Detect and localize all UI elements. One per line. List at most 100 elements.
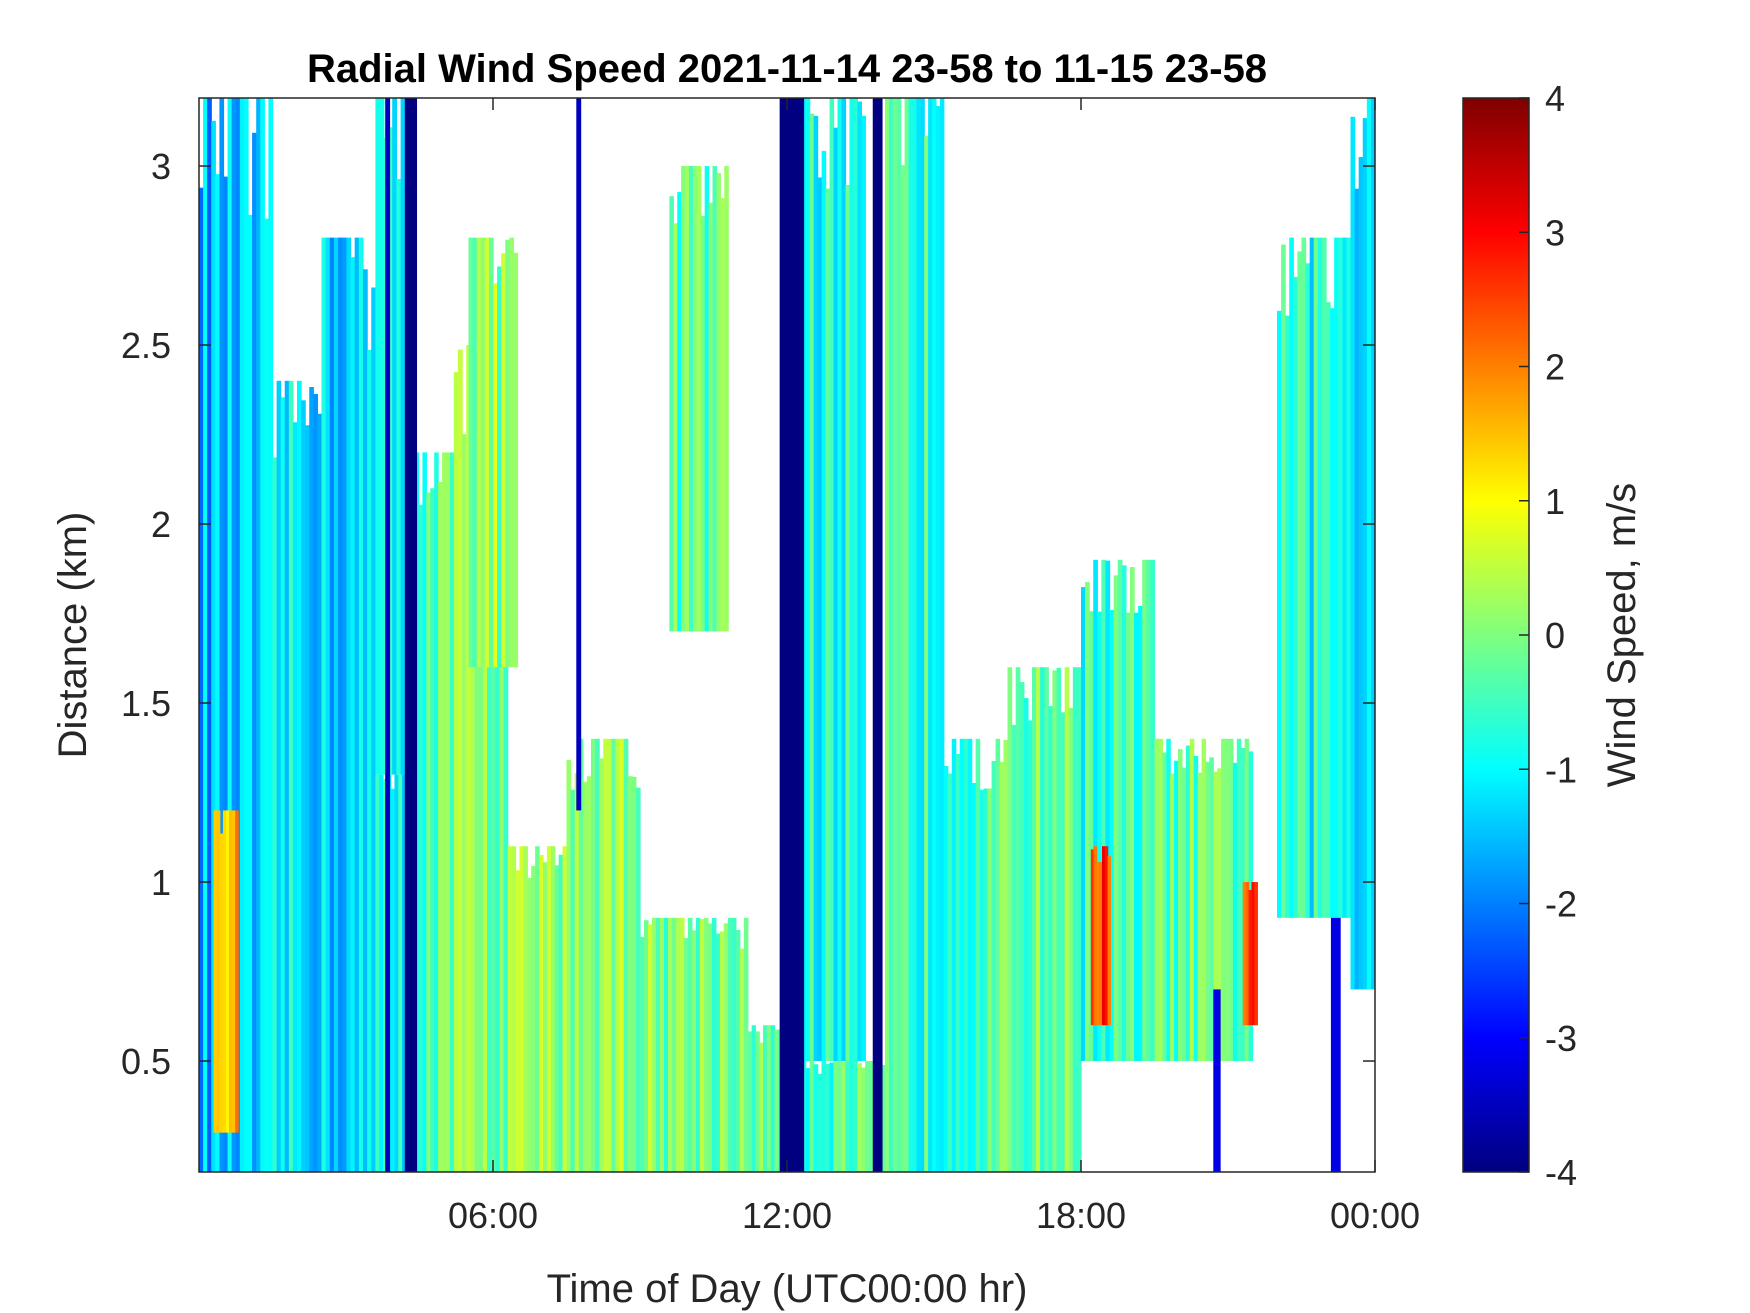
heatmap-cell xyxy=(696,166,702,632)
heatmap-cell xyxy=(297,380,302,1172)
heatmap-cell xyxy=(845,184,851,1062)
heatmap-cell xyxy=(445,452,451,1172)
heatmap-cell xyxy=(284,380,290,1172)
heatmap-cell xyxy=(727,917,733,1172)
heatmap-cell xyxy=(1193,755,1199,1062)
heatmap-cell xyxy=(495,435,501,1172)
heatmap-cell xyxy=(699,919,705,1172)
heatmap-cell xyxy=(321,237,327,1172)
heatmap-cell xyxy=(1205,761,1210,1062)
heatmap-cell xyxy=(550,846,556,1172)
heatmap-cell xyxy=(482,345,488,1172)
heatmap-cell xyxy=(493,283,498,668)
heatmap-cell xyxy=(239,98,245,1172)
heatmap-cell xyxy=(484,237,490,668)
heatmap-cell xyxy=(542,862,548,1172)
heatmap-cell xyxy=(1289,237,1294,918)
heatmap-cell xyxy=(317,413,323,1172)
heatmap-cell xyxy=(232,810,236,1133)
heatmap-cell xyxy=(333,237,339,1172)
colorbar-tick-label: 1 xyxy=(1545,481,1565,522)
heatmap-cell xyxy=(442,452,447,1172)
heatmap-cell xyxy=(1248,890,1253,1026)
heatmap-cell xyxy=(582,781,588,1172)
heatmap-cell xyxy=(1362,118,1368,990)
heatmap-cell xyxy=(1297,251,1303,918)
heatmap-cell xyxy=(896,98,902,1172)
heatmap-cell xyxy=(523,846,528,1172)
heatmap-cell xyxy=(751,1025,757,1172)
heatmap-cell xyxy=(1317,237,1323,918)
heatmap-cell xyxy=(655,917,661,1172)
heatmap-cell xyxy=(817,177,823,1062)
heatmap-cell xyxy=(264,218,270,1172)
heatmap-cell xyxy=(272,457,278,1172)
heatmap-cell xyxy=(229,810,233,1133)
heatmap-cell xyxy=(743,917,749,1172)
heatmap-cell xyxy=(260,98,265,1172)
heatmap-cell xyxy=(276,380,282,1172)
heatmap-cell xyxy=(1089,611,1094,1062)
heatmap-cell xyxy=(1104,846,1109,1026)
heatmap-cell xyxy=(1023,698,1029,1172)
heatmap-cell xyxy=(362,269,368,1172)
heatmap-cell xyxy=(841,1061,846,1172)
heatmap-cell xyxy=(704,166,710,632)
heatmap-cell xyxy=(1178,749,1183,1062)
heatmap-cell xyxy=(881,1065,886,1172)
heatmap-cell xyxy=(951,738,957,1172)
heatmap-cell xyxy=(640,936,645,1172)
heatmap-cell xyxy=(235,98,241,1172)
heatmap-cell xyxy=(928,98,933,1172)
heatmap-cell xyxy=(963,738,969,1172)
heatmap-cell xyxy=(388,127,393,775)
heatmap-cell xyxy=(763,1025,768,1172)
heatmap-cell xyxy=(651,917,657,1172)
heatmap-cell xyxy=(724,166,729,632)
colorbar-tick-label: -3 xyxy=(1545,1018,1577,1059)
heatmap-cell xyxy=(723,923,729,1172)
heatmap-band xyxy=(872,98,883,1172)
heatmap-cell xyxy=(472,237,478,668)
heatmap-cell xyxy=(700,215,706,632)
heatmap-cell xyxy=(350,257,356,1172)
heatmap-cell xyxy=(987,788,993,1172)
heatmap-cell xyxy=(476,237,482,668)
heatmap-cell xyxy=(449,452,455,1172)
heatmap-cell xyxy=(955,754,961,1172)
heatmap-cell xyxy=(1093,846,1097,1026)
x-tick-label: 06:00 xyxy=(448,1195,538,1236)
heatmap-cell xyxy=(478,390,484,1172)
heatmap-cell xyxy=(1044,667,1049,1172)
heatmap-cell xyxy=(591,738,596,1172)
heatmap-cell xyxy=(497,266,502,668)
colorbar-tick-label: -2 xyxy=(1545,884,1577,925)
heatmap-cell xyxy=(1346,237,1352,918)
heatmap-cell xyxy=(1027,720,1033,1172)
heatmap-cell xyxy=(770,1025,776,1172)
heatmap-cell xyxy=(735,930,741,1172)
heatmap-cell xyxy=(1138,606,1143,1062)
heatmap-cell xyxy=(885,98,890,1172)
heatmap-cell xyxy=(256,98,261,1172)
heatmap-cell xyxy=(527,877,532,1172)
heatmap-cell xyxy=(462,434,467,1172)
heatmap-cell xyxy=(486,345,492,1172)
heatmap-cell xyxy=(562,846,568,1172)
heatmap-cell xyxy=(1113,575,1119,1062)
heatmap-cell xyxy=(207,98,212,1172)
heatmap-cell xyxy=(809,1061,815,1172)
heatmap-cell xyxy=(912,98,917,1172)
heatmap-cell xyxy=(731,917,737,1172)
heatmap-cell xyxy=(659,917,665,1172)
heatmap-cell xyxy=(1036,667,1041,1172)
heatmap-cell xyxy=(837,1061,842,1172)
heatmap-cell xyxy=(243,98,249,1172)
heatmap-cell xyxy=(1003,740,1009,1172)
heatmap-cell xyxy=(861,115,866,1062)
heatmap-cell xyxy=(920,98,925,1172)
heatmap-cell xyxy=(434,452,439,1172)
heatmap-cell xyxy=(222,810,227,1133)
heatmap-cell xyxy=(1099,862,1103,1026)
heatmap-cell xyxy=(619,738,625,1172)
